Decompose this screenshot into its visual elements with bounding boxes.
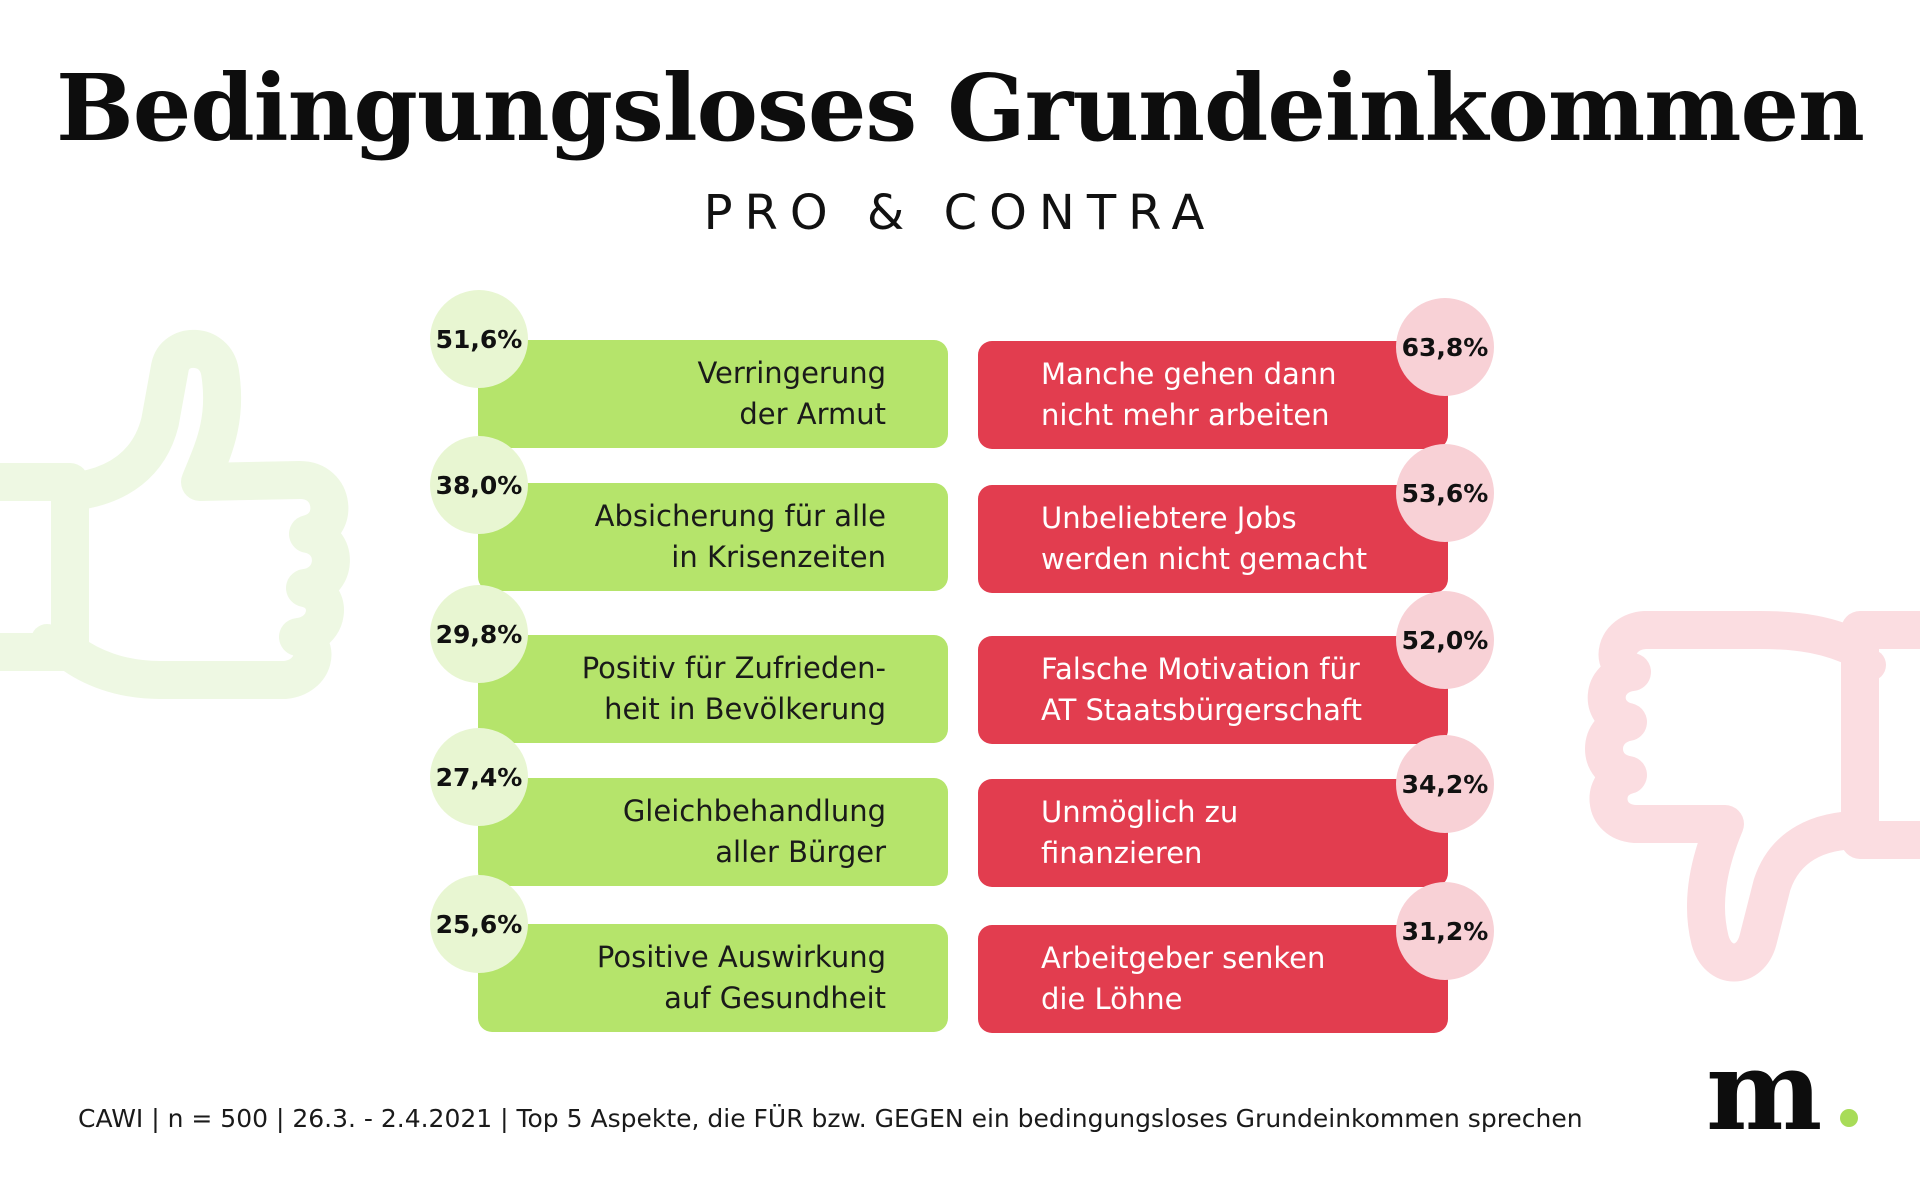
contra-label-line: Unmöglich zu bbox=[1041, 795, 1239, 829]
contra-value-badge: 31,2% bbox=[1396, 882, 1494, 980]
contra-value-badge: 52,0% bbox=[1396, 591, 1494, 689]
page-title: Bedingungsloses Grundeinkommen bbox=[56, 54, 1865, 162]
pro-bar: Positiv für Zufrieden- heit in Bevölkeru… bbox=[478, 635, 948, 743]
contra-label-line: Unbeliebtere Jobs bbox=[1041, 501, 1297, 535]
source-note: CAWI | n = 500 | 26.3. - 2.4.2021 | Top … bbox=[78, 1104, 1583, 1133]
contra-label-line: die Löhne bbox=[1041, 982, 1183, 1016]
contra-value-badge: 34,2% bbox=[1396, 735, 1494, 833]
pro-label-line: auf Gesundheit bbox=[664, 981, 886, 1015]
logo-dot-icon bbox=[1840, 1109, 1858, 1127]
contra-label-line: Arbeitgeber senken bbox=[1041, 941, 1326, 975]
contra-label-line: werden nicht gemacht bbox=[1041, 542, 1368, 576]
pro-bar: Absicherung für alle in Krisenzeiten bbox=[478, 483, 948, 591]
contra-label-line: Manche gehen dann bbox=[1041, 357, 1337, 391]
pro-value-badge: 51,6% bbox=[430, 290, 528, 388]
contra-value-badge: 53,6% bbox=[1396, 444, 1494, 542]
contra-label-line: nicht mehr arbeiten bbox=[1041, 398, 1330, 432]
contra-label-line: Falsche Motivation für bbox=[1041, 652, 1360, 686]
pro-label-line: Gleichbehandlung bbox=[622, 794, 886, 828]
pro-label-line: Positive Auswirkung bbox=[596, 940, 886, 974]
pro-value-badge: 38,0% bbox=[430, 436, 528, 534]
thumbs-up-icon bbox=[0, 329, 350, 699]
pro-label-line: heit in Bevölkerung bbox=[604, 692, 886, 726]
pro-value-badge: 27,4% bbox=[430, 728, 528, 826]
contra-label-line: AT Staatsbürgerschaft bbox=[1041, 693, 1362, 727]
pro-bar: Positive Auswirkung auf Gesundheit bbox=[478, 924, 948, 1032]
contra-value-badge: 63,8% bbox=[1396, 298, 1494, 396]
pro-value-badge: 29,8% bbox=[430, 585, 528, 683]
brand-logo: m bbox=[1706, 1026, 1823, 1155]
pro-label-line: Verringerung bbox=[697, 356, 886, 390]
page-subtitle: PRO & CONTRA bbox=[703, 185, 1217, 241]
contra-label-line: finanzieren bbox=[1041, 836, 1203, 870]
pro-label-line: aller Bürger bbox=[715, 835, 886, 869]
contra-bar: Unmöglich zu finanzieren bbox=[978, 779, 1448, 887]
thumbs-down-icon bbox=[1585, 611, 1920, 982]
contra-bar: Unbeliebtere Jobs werden nicht gemacht bbox=[978, 485, 1448, 593]
pro-label-line: der Armut bbox=[739, 397, 886, 431]
pro-value-badge: 25,6% bbox=[430, 875, 528, 973]
contra-bar: Arbeitgeber senken die Löhne bbox=[978, 925, 1448, 1033]
pro-label-line: Positiv für Zufrieden- bbox=[581, 651, 886, 685]
contra-bar: Falsche Motivation für AT Staatsbürgersc… bbox=[978, 636, 1448, 744]
pro-bar: Verringerung der Armut bbox=[478, 340, 948, 448]
pro-label-line: in Krisenzeiten bbox=[671, 540, 886, 574]
contra-bar: Manche gehen dann nicht mehr arbeiten bbox=[978, 341, 1448, 449]
pro-label-line: Absicherung für alle bbox=[594, 499, 886, 533]
pro-bar: Gleichbehandlung aller Bürger bbox=[478, 778, 948, 886]
